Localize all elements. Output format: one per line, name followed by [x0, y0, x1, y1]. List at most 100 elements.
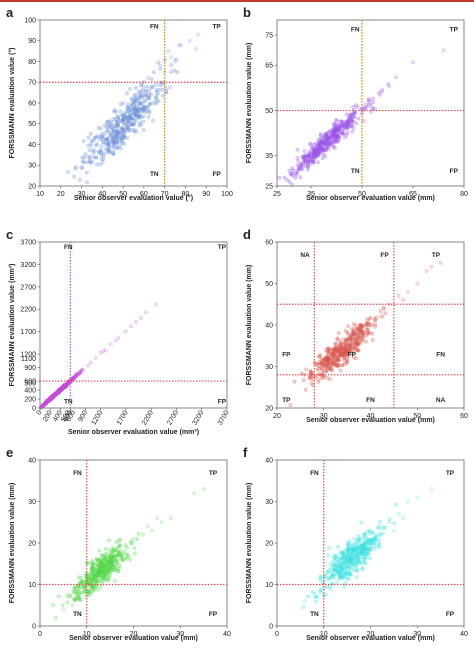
- outlier-point: [193, 47, 198, 51]
- outlier-point: [370, 105, 375, 110]
- data-point: [325, 135, 330, 140]
- data-point: [143, 88, 148, 93]
- data-point: [96, 125, 101, 130]
- data-point: [174, 57, 179, 62]
- x-axis-label: Senior observer evaluation value (mm): [306, 417, 435, 424]
- data-point: [105, 567, 109, 572]
- data-point: [358, 551, 363, 556]
- data-point: [113, 578, 117, 583]
- data-point: [91, 150, 96, 155]
- outlier-point: [70, 603, 75, 608]
- data-point: [154, 89, 159, 94]
- data-point: [77, 575, 81, 580]
- data-point: [97, 573, 102, 578]
- data-point: [95, 162, 99, 167]
- scatter-points: [288, 260, 443, 408]
- data-point: [352, 536, 357, 541]
- y-tick-label: 40: [265, 322, 273, 329]
- data-point: [169, 70, 174, 74]
- data-point: [325, 131, 330, 136]
- outlier-point: [387, 84, 392, 89]
- data-point: [157, 88, 162, 92]
- data-point: [301, 162, 306, 167]
- data-point: [334, 363, 339, 368]
- data-point: [327, 347, 331, 352]
- x-tick-label: 100: [221, 191, 233, 198]
- data-point: [135, 108, 140, 112]
- data-point: [365, 317, 370, 322]
- data-point: [128, 114, 133, 119]
- data-point: [340, 346, 344, 351]
- data-point: [79, 576, 84, 580]
- x-tick-label: 40: [98, 191, 106, 198]
- data-point: [311, 383, 315, 388]
- quadrant-label: FN: [64, 244, 73, 251]
- outlier-point: [101, 349, 106, 353]
- data-point: [60, 386, 65, 391]
- x-tick-label: 50: [358, 191, 366, 198]
- data-point: [100, 564, 105, 569]
- chart-panel-b: b 25 35 50 65 80 25 35 50 65 75 FN TP TN FP Senior obse…: [243, 5, 468, 202]
- data-point: [172, 68, 177, 73]
- data-point: [378, 309, 383, 313]
- data-point: [327, 568, 331, 573]
- data-point: [324, 148, 328, 153]
- data-point: [356, 116, 361, 121]
- data-point: [354, 565, 359, 570]
- data-point: [94, 576, 99, 581]
- y-axis-label: FORSSMANN evaluation value (mm): [246, 483, 253, 604]
- data-point: [107, 150, 112, 154]
- data-point: [73, 166, 78, 171]
- data-point: [362, 541, 367, 545]
- data-point: [351, 349, 356, 354]
- data-point: [312, 591, 317, 596]
- data-point: [364, 530, 369, 534]
- data-point: [121, 129, 126, 134]
- quadrant-label: TN: [73, 611, 82, 618]
- data-point: [65, 600, 70, 605]
- data-point: [143, 99, 147, 103]
- data-point: [343, 566, 348, 571]
- data-point: [136, 531, 141, 536]
- data-point: [317, 366, 322, 371]
- data-point: [306, 164, 310, 169]
- data-point: [330, 131, 335, 136]
- x-extra-label: 500: [60, 409, 72, 423]
- data-point: [340, 562, 345, 567]
- data-point: [111, 152, 116, 157]
- outlier-point: [93, 355, 98, 360]
- data-point: [326, 575, 331, 580]
- data-point: [362, 557, 366, 562]
- y-tick-label: 25: [265, 183, 273, 190]
- x-tick-label: 20: [273, 413, 281, 420]
- quadrant-label: FN: [310, 470, 319, 477]
- panel-letter: c: [6, 227, 13, 242]
- x-tick-label: 2200: [141, 409, 155, 426]
- data-point: [118, 136, 123, 141]
- data-point: [324, 369, 329, 374]
- outlier-point: [387, 520, 392, 525]
- data-point: [297, 167, 302, 171]
- outlier-point: [366, 99, 371, 104]
- data-point: [118, 537, 123, 542]
- data-point: [137, 120, 142, 125]
- y-tick-label: 40: [265, 457, 273, 464]
- data-point: [320, 580, 325, 584]
- data-point: [90, 559, 95, 563]
- data-point: [105, 150, 110, 155]
- quadrant-label: FP: [380, 252, 389, 259]
- outlier-point: [396, 294, 401, 298]
- data-point: [114, 133, 118, 138]
- data-point: [353, 541, 358, 546]
- data-point: [351, 115, 356, 120]
- data-point: [336, 555, 340, 560]
- data-point: [370, 96, 375, 101]
- data-point: [140, 92, 145, 96]
- data-point: [99, 126, 103, 131]
- outlier-point: [124, 329, 128, 334]
- data-point: [328, 140, 333, 145]
- outlier-point: [150, 528, 155, 533]
- data-point: [365, 542, 370, 547]
- outlier-point: [377, 314, 382, 319]
